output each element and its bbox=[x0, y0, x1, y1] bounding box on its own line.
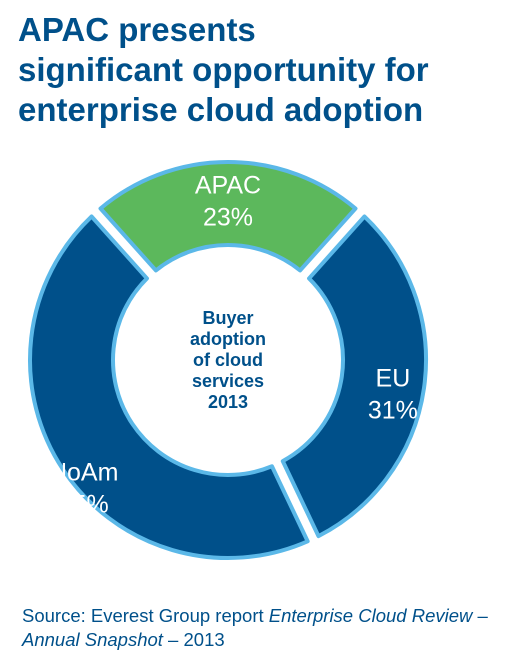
source-middle: – bbox=[472, 605, 488, 626]
slice-noam bbox=[28, 214, 310, 560]
slice-value-noam: 45% bbox=[59, 491, 109, 519]
source-italic-2: Annual Snapshot bbox=[22, 629, 163, 650]
source-italic-1: Enterprise Cloud Review bbox=[268, 605, 473, 626]
slice-eu bbox=[280, 214, 428, 539]
slice-value-eu: 31% bbox=[368, 396, 418, 424]
center-label-line: 2013 bbox=[208, 392, 248, 412]
slice-apac bbox=[98, 160, 358, 273]
slice-value-apac: 23% bbox=[203, 204, 253, 232]
slice-label-eu: EU bbox=[376, 364, 411, 392]
center-label-line: services bbox=[192, 371, 264, 391]
center-label-line: of cloud bbox=[193, 350, 263, 370]
slice-label-apac: APAC bbox=[195, 172, 261, 200]
center-label-line: adoption bbox=[190, 329, 266, 349]
source-suffix: – 2013 bbox=[162, 629, 225, 650]
slice-label-noam: NoAm bbox=[49, 459, 118, 487]
source-prefix: Source: Everest Group report bbox=[22, 605, 269, 626]
source-note: Source: Everest Group report Enterprise … bbox=[22, 604, 512, 652]
center-label-line: Buyer bbox=[202, 308, 253, 328]
chart-title: APAC presents significant opportunity fo… bbox=[18, 11, 429, 128]
